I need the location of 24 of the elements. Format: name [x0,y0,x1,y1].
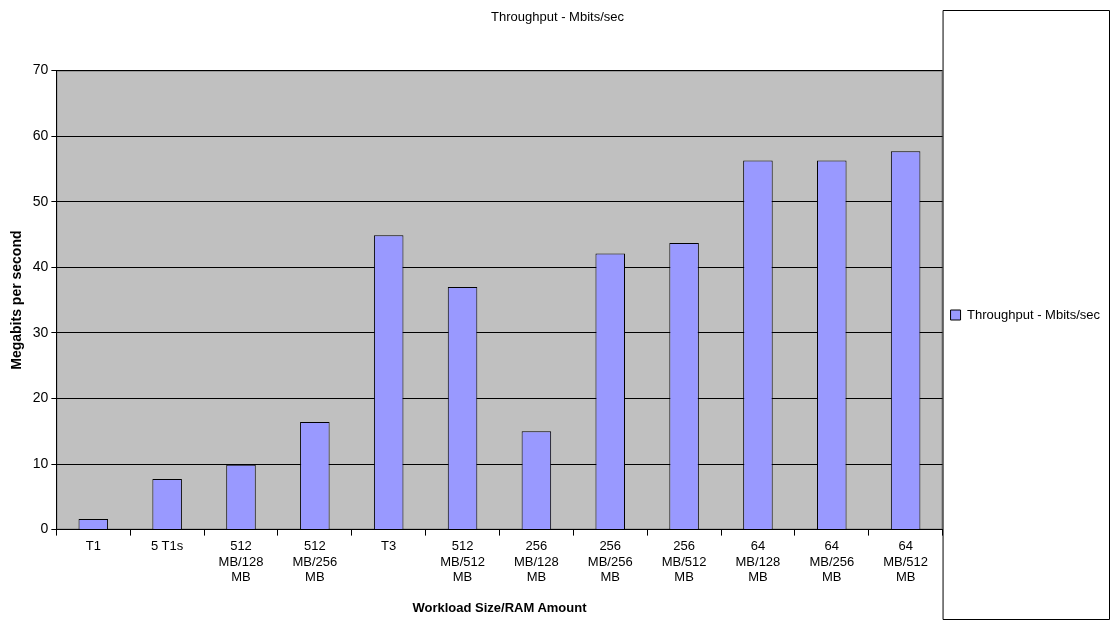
x-tick-label: 64 MB/128 MB [735,537,781,585]
x-tick-label: 512 MB/512 MB [440,537,485,585]
x-tick-label: 64 MB/256 MB [809,537,855,585]
y-tick-label: 30 [32,323,49,340]
y-tick-label: 50 [32,192,49,209]
x-tick-label: T1 [85,537,101,553]
y-tick-label: 40 [32,258,49,275]
y-tick-label: 10 [32,454,49,471]
chart-title: Throughput - Mbits/sec [491,9,625,25]
x-tick-label: 5 T1s [151,537,184,553]
x-tick-label: 256 MB/256 MB [587,537,633,585]
x-tick-label: 256 MB/128 MB [513,537,559,585]
y-tick-label: 60 [32,127,49,144]
y-tick-label: 70 [32,61,49,78]
y-axis-title: Megabits per second [8,230,25,370]
x-tick-label: 512 MB/128 MB [218,537,264,585]
y-tick-label: 0 [40,520,49,537]
x-tick-label: 512 MB/256 MB [292,537,338,585]
x-tick-label: 256 MB/512 MB [661,537,707,585]
x-axis-title: Workload Size/RAM Amount [412,599,588,615]
legend-label: Throughput - Mbits/sec [967,306,1101,322]
y-tick-label: 20 [32,389,49,406]
x-tick-label: 64 MB/512 MB [883,537,929,585]
x-tick-label: T3 [381,537,397,553]
